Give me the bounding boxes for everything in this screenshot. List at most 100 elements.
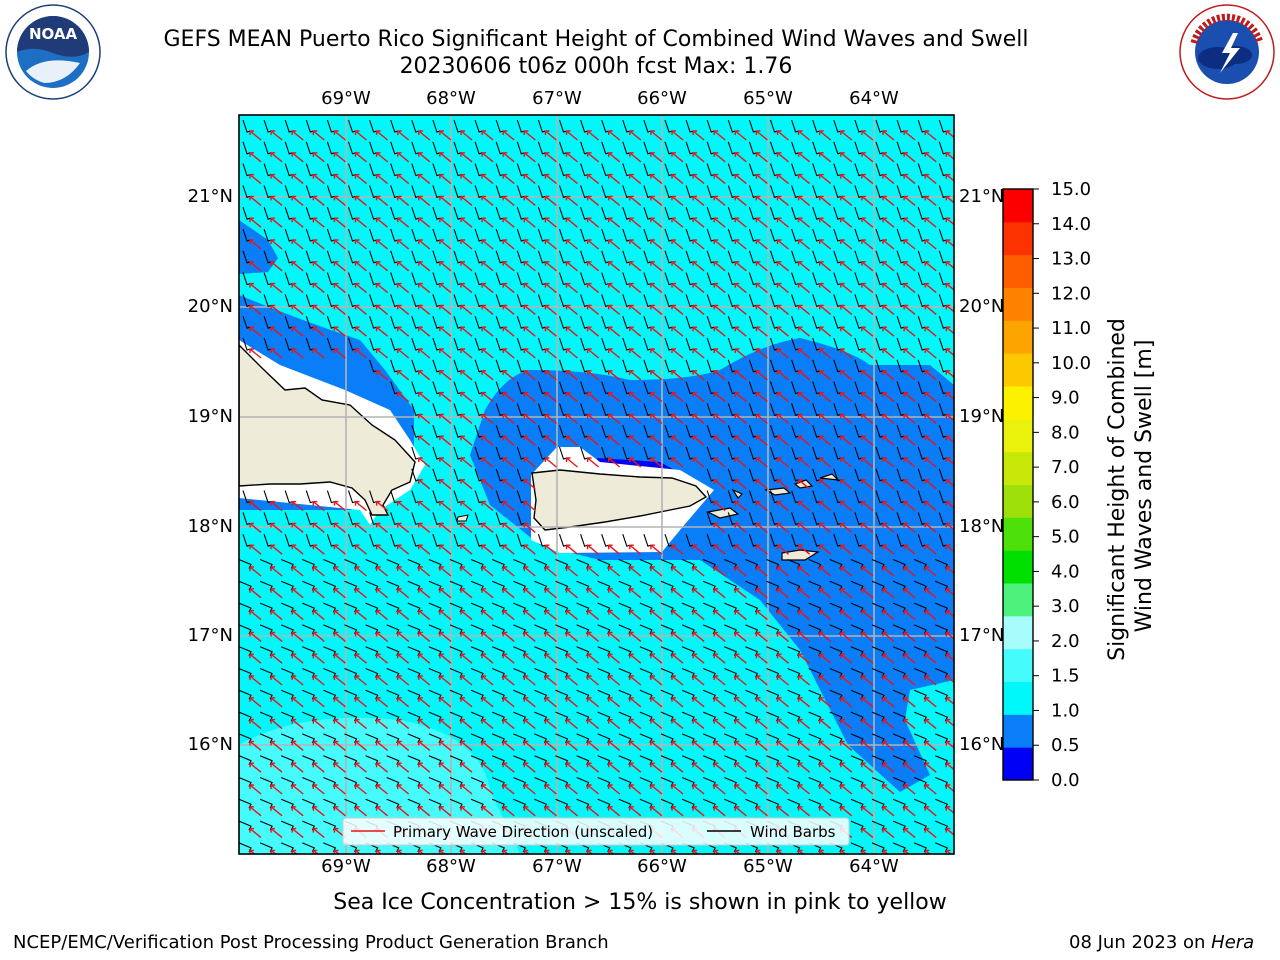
wave-direction-arrow	[333, 261, 346, 272]
wave-direction-arrow	[903, 762, 916, 773]
wave-direction-arrow	[439, 718, 452, 730]
wind-barb	[727, 272, 736, 286]
wave-direction-arrow	[734, 784, 747, 795]
wind-barb	[664, 316, 673, 329]
wave-direction-arrow	[819, 784, 832, 795]
wind-barb	[453, 141, 462, 155]
colorbar-tick-label: 12.0	[1051, 283, 1091, 304]
wave-direction-arrow	[375, 195, 389, 206]
wind-barb	[432, 141, 441, 155]
wind-barb	[622, 119, 630, 133]
wind-barb	[917, 294, 926, 308]
wave-direction-arrow	[460, 718, 473, 730]
wind-barb	[643, 337, 652, 351]
lat-label-left: 19°N	[187, 406, 233, 427]
wave-direction-arrow	[523, 784, 536, 795]
wind-barb	[748, 272, 757, 286]
wind-barb	[643, 119, 652, 133]
wind-barb	[875, 163, 884, 177]
colorbar-segment	[1003, 550, 1033, 584]
wind-barb	[706, 316, 715, 329]
wave-direction-arrow	[734, 261, 747, 272]
wind-barb	[727, 512, 736, 526]
wave-direction-arrow	[797, 718, 811, 730]
wave-direction-arrow	[629, 370, 642, 381]
wind-barb	[917, 403, 926, 417]
wave-direction-arrow	[671, 370, 684, 381]
wave-direction-arrow	[903, 130, 916, 141]
wind-barb	[580, 381, 588, 395]
wave-direction-arrow	[460, 217, 473, 228]
wave-direction-arrow	[840, 784, 853, 795]
wind-barb	[809, 865, 821, 874]
wind-barb	[896, 141, 905, 155]
wave-direction-arrow	[882, 217, 895, 228]
wind-barb	[516, 272, 525, 286]
wave-direction-arrow	[734, 348, 747, 359]
wind-barb	[558, 272, 567, 286]
wave-direction-arrow	[249, 130, 262, 141]
wave-direction-arrow	[734, 544, 747, 555]
wave-direction-arrow	[776, 173, 789, 185]
wave-direction-arrow	[291, 500, 304, 512]
wave-direction-arrow	[249, 827, 262, 839]
wave-direction-arrow	[882, 697, 895, 708]
wind-barb	[411, 446, 419, 460]
wind-barb	[854, 294, 863, 308]
wind-barb	[812, 359, 820, 373]
wave-direction-arrow	[333, 326, 346, 337]
wave-direction-arrow	[354, 282, 367, 294]
wave-direction-arrow	[481, 675, 494, 686]
wind-barb	[326, 250, 335, 264]
wind-barb	[558, 359, 567, 373]
wave-direction-arrow	[650, 173, 663, 185]
wave-direction-arrow	[586, 173, 600, 185]
wind-barb	[791, 163, 799, 177]
wind-barb	[305, 512, 314, 526]
wave-direction-arrow	[586, 435, 600, 446]
wave-direction-arrow	[861, 653, 874, 664]
wave-direction-arrow	[629, 718, 642, 730]
wave-direction-arrow	[270, 130, 283, 141]
wind-barb	[706, 512, 715, 526]
wave-direction-arrow	[671, 653, 684, 664]
wave-direction-arrow	[544, 239, 557, 250]
wind-barb	[242, 316, 251, 329]
wave-direction-arrow	[797, 348, 811, 359]
wind-barb	[664, 337, 673, 351]
wave-direction-arrow	[608, 631, 621, 642]
wave-direction-arrow	[755, 697, 768, 708]
wind-barb	[791, 425, 799, 438]
wave-direction-arrow	[882, 370, 895, 381]
wave-direction-arrow	[903, 631, 916, 642]
wave-direction-arrow	[671, 675, 684, 686]
lon-label-bottom: 68°W	[426, 856, 476, 877]
wind-barb	[601, 119, 609, 133]
wave-direction-arrow	[713, 653, 726, 664]
wave-direction-arrow	[418, 304, 431, 315]
wave-direction-arrow	[692, 282, 705, 294]
footer-right: 08 Jun 2023 on Hera	[1069, 932, 1254, 953]
wave-direction-arrow	[544, 130, 557, 141]
wind-barb	[580, 141, 588, 155]
wind-barb	[664, 446, 673, 460]
wave-direction-arrow	[460, 304, 473, 315]
wave-direction-arrow	[291, 522, 304, 533]
wave-direction-arrow	[291, 784, 304, 795]
wind-barb	[390, 294, 398, 308]
wave-direction-arrow	[840, 631, 853, 642]
wave-direction-arrow	[375, 239, 389, 250]
wave-direction-arrow	[713, 566, 726, 577]
wave-direction-arrow	[609, 872, 620, 881]
wave-direction-arrow	[354, 195, 367, 206]
wave-direction-arrow	[523, 282, 536, 294]
wind-barb	[411, 141, 419, 155]
wave-direction-arrow	[439, 152, 452, 163]
wave-direction-arrow	[481, 588, 494, 599]
wave-direction-arrow	[460, 631, 473, 642]
wave-direction-arrow	[903, 348, 916, 359]
colorbar-segment	[1003, 386, 1033, 420]
wave-direction-arrow	[397, 217, 410, 228]
wave-direction-arrow	[671, 566, 684, 577]
wind-barb	[516, 425, 525, 438]
